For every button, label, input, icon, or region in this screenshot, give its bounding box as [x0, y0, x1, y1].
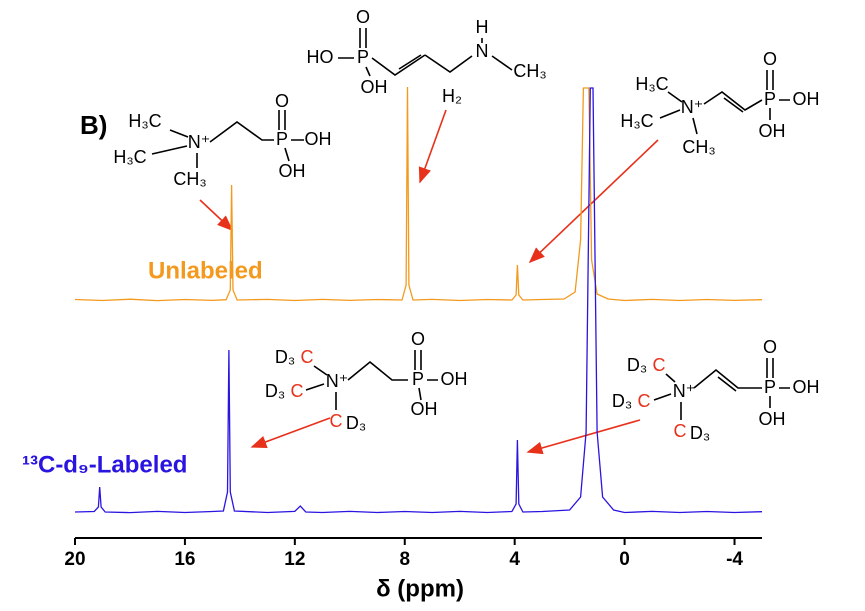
atom: N	[476, 41, 489, 61]
x-tick-label: -4	[726, 549, 743, 570]
atom: C	[330, 411, 343, 431]
structure: H₃C H₃C N⁺ CH₃ P O OH OH	[620, 49, 819, 157]
atom: P	[357, 47, 369, 67]
atom: D₃	[346, 413, 366, 433]
atom: N⁺	[681, 97, 704, 117]
atom: H₃C	[635, 74, 668, 94]
atom: N⁺	[188, 132, 211, 152]
atom: D₃	[690, 423, 710, 443]
atom: OH	[411, 399, 438, 419]
x-tick-label: 4	[509, 549, 520, 570]
x-tick-label: 8	[399, 549, 410, 570]
atom: HO	[307, 47, 334, 67]
x-axis-title: δ (ppm)	[376, 575, 464, 602]
atom: OH	[759, 409, 786, 429]
atom: CH₃	[173, 169, 206, 189]
atom: P	[412, 369, 424, 389]
atom: P	[764, 89, 776, 109]
atom: P	[764, 377, 776, 397]
atom: O	[275, 91, 289, 111]
atom: CH₃	[682, 137, 715, 157]
structure: D₃ C D₃ C N⁺ C D₃ P O OH OH	[612, 337, 820, 443]
spectrum-line	[74, 86, 763, 302]
atom: D₃	[265, 381, 285, 401]
series-label: ¹³C-d₉-Labeled	[22, 451, 187, 478]
atom: O	[763, 49, 777, 69]
panel-label: B)	[80, 110, 107, 140]
series-label: Unlabeled	[148, 257, 263, 284]
atom: OH	[759, 121, 786, 141]
atom: OH	[793, 377, 820, 397]
atom: C	[291, 381, 304, 401]
atom: P	[276, 129, 288, 149]
atom: H₂	[442, 86, 462, 106]
atom: N⁺	[326, 371, 349, 391]
x-tick-label: 0	[619, 549, 630, 570]
atom: O	[763, 337, 777, 357]
structure: H₃C H₃C N⁺ CH₃ P O OH OH	[113, 91, 331, 189]
atom: D₃	[275, 347, 295, 367]
spectrum-line	[74, 87, 763, 514]
atom: H	[476, 17, 489, 37]
structure: D₃ C D₃ C N⁺ C D₃ P O OH OH	[265, 329, 468, 433]
atom: H₃C	[128, 111, 161, 131]
x-tick-label: 16	[174, 549, 195, 570]
x-tick-label: 20	[64, 549, 85, 570]
atom: OH	[441, 369, 468, 389]
atom: OH	[793, 89, 820, 109]
structure: HO P O OH H N CH₃ H₂	[307, 7, 547, 106]
atom: D₃	[612, 391, 632, 411]
atom: OH	[305, 129, 332, 149]
atom: OH	[279, 161, 306, 181]
atom: O	[356, 7, 370, 27]
atom: C	[638, 391, 651, 411]
atom: O	[411, 329, 425, 349]
atom: D₃	[627, 355, 647, 375]
atom: H₃C	[113, 147, 146, 167]
atom: C	[301, 347, 314, 367]
atom: OH	[361, 77, 388, 97]
atom: CH₃	[513, 61, 546, 81]
atom: N⁺	[673, 381, 696, 401]
atom: C	[653, 355, 666, 375]
atom: C	[674, 421, 687, 441]
x-tick-label: 12	[284, 549, 305, 570]
atom: H₃C	[620, 111, 653, 131]
